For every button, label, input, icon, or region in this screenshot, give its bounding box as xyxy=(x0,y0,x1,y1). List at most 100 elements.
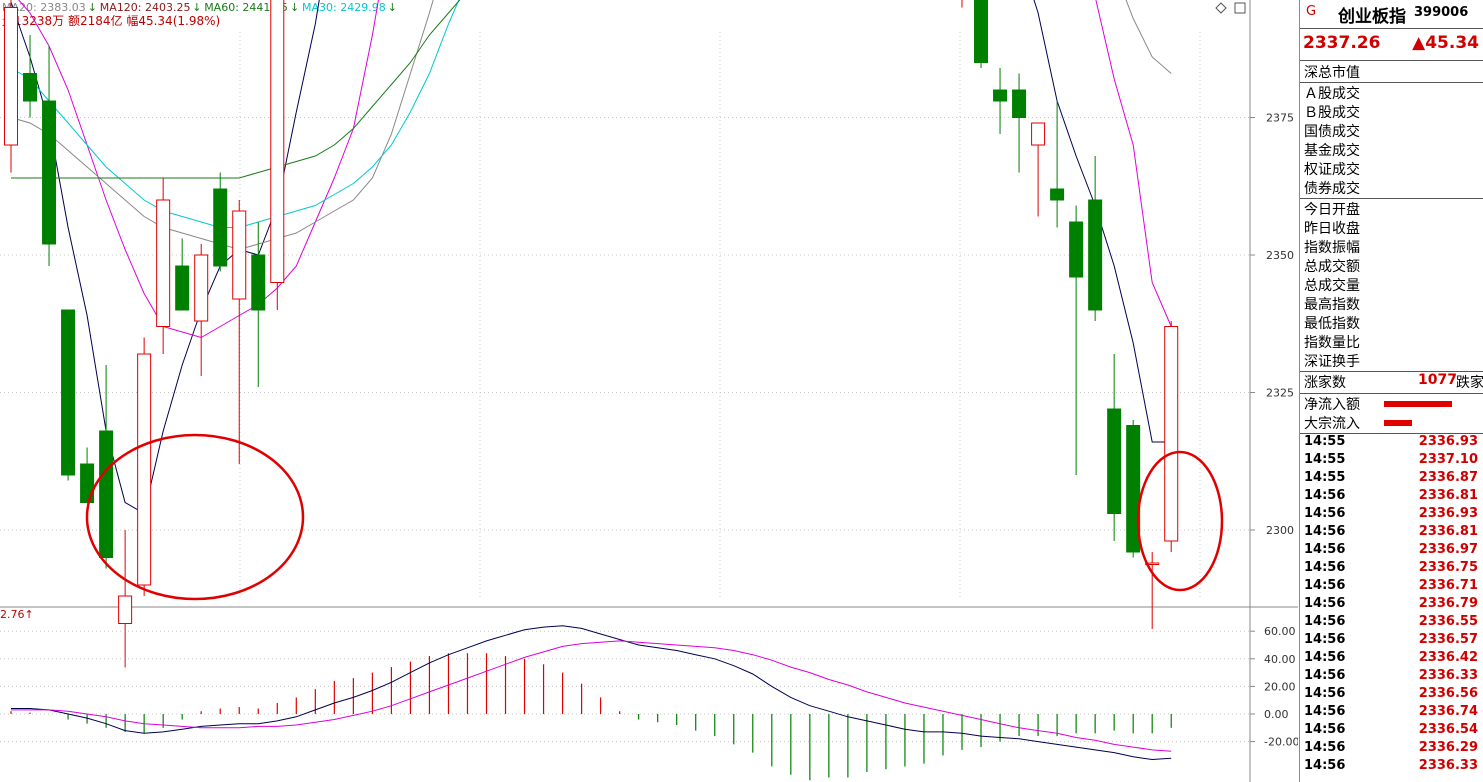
tick-time: 14:56 xyxy=(1304,686,1346,701)
tick-row: 14:56 2336.55 xyxy=(1300,614,1483,632)
tick-row: 14:56 2336.71 xyxy=(1300,578,1483,596)
tick-row: 14:56 2336.56 xyxy=(1300,686,1483,704)
divider xyxy=(1300,28,1483,29)
tick-row: 14:56 2336.97 xyxy=(1300,542,1483,560)
tick-row: 14:56 2336.54 xyxy=(1300,722,1483,740)
candle xyxy=(974,0,989,68)
quote-panel: G 创业板指 399006 2337.26 ▲45.34 深总市值 Ａ股成交 Ｂ股成… xyxy=(1299,0,1483,782)
candle-body xyxy=(251,254,266,311)
candle xyxy=(42,46,57,266)
stat-row: 昨日收盘 xyxy=(1300,218,1483,237)
tick-price: 2336.93 xyxy=(1418,434,1478,449)
stat-label: Ａ股成交 xyxy=(1304,86,1360,102)
tick-row: 14:56 2336.93 xyxy=(1300,506,1483,524)
candle xyxy=(1107,354,1122,541)
divider xyxy=(1300,198,1483,199)
tick-time: 14:56 xyxy=(1304,614,1346,629)
candle xyxy=(213,172,228,272)
tick-time: 14:56 xyxy=(1304,650,1346,665)
stat-label: 指数量比 xyxy=(1304,335,1360,351)
block-inflow-bar xyxy=(1384,420,1412,426)
tick-price: 2336.71 xyxy=(1418,578,1478,593)
stat-label: 指数振幅 xyxy=(1304,240,1360,256)
tick-row: 14:56 2336.79 xyxy=(1300,596,1483,614)
tick-time: 14:56 xyxy=(1304,722,1346,737)
candle xyxy=(1069,205,1084,475)
divider xyxy=(1300,393,1483,394)
stat-row: Ａ股成交 xyxy=(1300,83,1483,102)
index-title: 创业板指 xyxy=(1338,7,1406,27)
macd-tick-label: 40.00 xyxy=(1264,653,1296,666)
net-inflow-bar xyxy=(1384,401,1453,407)
candle-body xyxy=(1088,199,1103,311)
tick-price: 2336.81 xyxy=(1418,524,1478,539)
candle xyxy=(251,222,266,387)
stat-row: 今日开盘 xyxy=(1300,199,1483,218)
tick-time: 14:55 xyxy=(1304,434,1346,449)
ma-line-ma60 xyxy=(11,0,461,179)
tick-price: 2336.81 xyxy=(1418,488,1478,503)
tick-row: 14:55 2337.10 xyxy=(1300,452,1483,470)
candle xyxy=(23,35,38,118)
candle-body xyxy=(61,309,76,476)
candle xyxy=(118,530,133,668)
tick-time: 14:56 xyxy=(1304,560,1346,575)
divider xyxy=(1300,60,1483,61)
highlight-ellipse-right xyxy=(1136,450,1224,592)
tick-price: 2336.42 xyxy=(1418,650,1478,665)
diamond-icon[interactable] xyxy=(1215,2,1227,14)
macd-pane: 2.76↑ 60.00 40.00 20.00 0.00 -20.00 xyxy=(0,608,1298,781)
ma-legend-item: MA60: 2441.75 xyxy=(204,1,288,14)
index-code: 399006 xyxy=(1414,5,1469,20)
price-tick-label: 2300 xyxy=(1266,524,1294,537)
ma-legend-arrow: ↓ xyxy=(192,1,201,14)
candle xyxy=(99,365,114,569)
stat-label: 深证换手 xyxy=(1304,354,1360,370)
stat-label: 总成交额 xyxy=(1304,259,1360,275)
candle-body xyxy=(974,0,989,63)
panel-header: G 创业板指 399006 xyxy=(1300,0,1483,28)
candle xyxy=(80,447,95,503)
tick-time: 14:56 xyxy=(1304,758,1346,773)
ma-legend: MA20: 2383.03 ↓ MA120: 2403.25 ↓ MA60: 2441.… xyxy=(2,1,397,14)
candle xyxy=(1050,101,1065,228)
stat-row: 基金成交 xyxy=(1300,140,1483,159)
macd-tick-label: -20.00 xyxy=(1264,736,1298,749)
restore-icon[interactable] xyxy=(1234,2,1246,14)
candlestick-chart[interactable]: MA20: 2383.03 ↓ MA120: 2403.25 ↓ MA60: 2441.… xyxy=(0,0,1298,782)
tick-time: 14:56 xyxy=(1304,704,1346,719)
volume-summary: 量13238万 额2184亿 幅45.34(1.98%) xyxy=(2,13,220,28)
stat-label: Ｂ股成交 xyxy=(1304,105,1360,121)
stat-row: Ｂ股成交 xyxy=(1300,102,1483,121)
candle-body xyxy=(4,7,18,146)
price-tick-label: 2325 xyxy=(1266,387,1294,400)
candle-body xyxy=(1164,326,1179,542)
tick-row: 14:56 2336.75 xyxy=(1300,560,1483,578)
candle xyxy=(1126,420,1141,558)
candle-body xyxy=(232,210,247,300)
macd-tick-label: 20.00 xyxy=(1264,680,1296,693)
macd-dea-line xyxy=(11,640,1172,752)
stat-row: 总成交额 xyxy=(1300,256,1483,275)
tick-price: 2336.75 xyxy=(1418,560,1478,575)
candle xyxy=(1164,321,1179,552)
window-icons[interactable] xyxy=(1215,2,1246,14)
candle-body xyxy=(1126,425,1141,553)
ma-line-ma20 xyxy=(10,0,1172,251)
candle-body xyxy=(175,265,190,311)
tick-time: 14:56 xyxy=(1304,542,1346,557)
tick-price: 2336.93 xyxy=(1418,506,1478,521)
net-inflow-label: 净流入额 xyxy=(1304,397,1360,413)
candle-body xyxy=(156,199,171,327)
tick-time: 14:56 xyxy=(1304,506,1346,521)
tick-price: 2336.87 xyxy=(1418,470,1478,485)
candle-body xyxy=(213,188,228,267)
tick-time: 14:56 xyxy=(1304,668,1346,683)
ma-line-ma30 xyxy=(10,0,460,228)
candles xyxy=(4,0,1179,668)
candle-body xyxy=(137,353,152,586)
ma-legend-arrow: ↓ xyxy=(88,1,97,14)
stat-row: 指数振幅 xyxy=(1300,237,1483,256)
stat-label: 深总市值 xyxy=(1304,65,1360,81)
tick-row: 14:55 2336.93 xyxy=(1300,434,1483,452)
